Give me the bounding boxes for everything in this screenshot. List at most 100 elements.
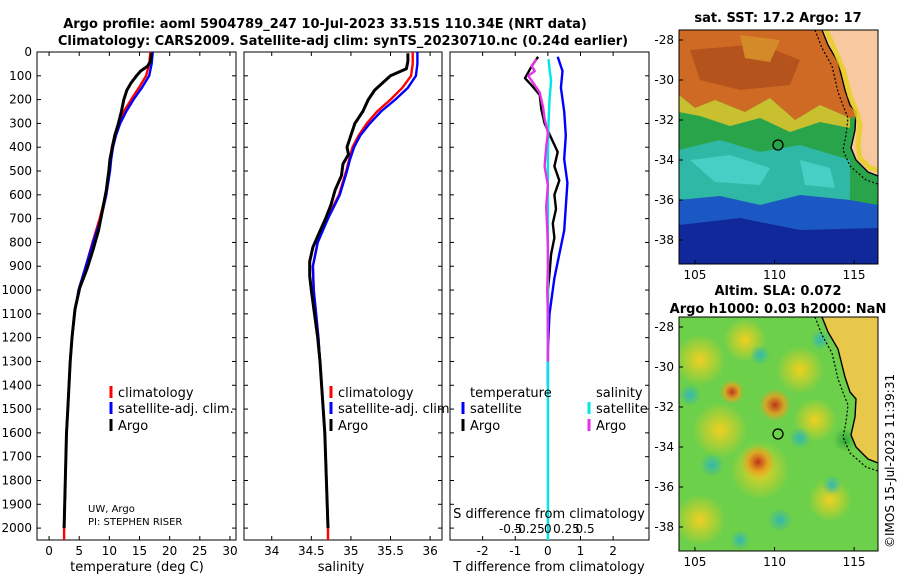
x-tick-label: 34 bbox=[264, 544, 279, 558]
map-x-tick-label: 115 bbox=[843, 555, 866, 569]
y-tick-label: 2000 bbox=[1, 521, 32, 535]
t-difference-xlabel: T difference from climatology bbox=[452, 560, 645, 575]
legend-label-satellite-adj: satellite-adj. clim. bbox=[118, 402, 234, 417]
y-tick-label: 0 bbox=[24, 45, 32, 59]
sst-map-frame bbox=[678, 29, 879, 265]
legend-label-argo: Argo bbox=[338, 419, 368, 434]
x-tick-label: 35.5 bbox=[377, 544, 404, 558]
sla-map-title-line1: Altim. SLA: 0.072 bbox=[715, 284, 842, 299]
difference-panel: -2 -1 0 1 2 temperature salinity satellite A… bbox=[449, 51, 650, 575]
y-tick-label: 300 bbox=[9, 116, 32, 130]
legend-label-climatology: climatology bbox=[338, 386, 414, 401]
sla-map-title-line2: Argo h1000: 0.03 h2000: NaN bbox=[670, 302, 887, 317]
x-tick-label: 10 bbox=[102, 544, 117, 558]
x-tick-label: 20 bbox=[162, 544, 177, 558]
figure-title-line2: Climatology: CARS2009. Satellite-adj cli… bbox=[58, 34, 628, 49]
y-tick-label: 1800 bbox=[1, 473, 32, 487]
y-tick-label: 1600 bbox=[1, 426, 32, 440]
x-tick-label: -2 bbox=[477, 544, 489, 558]
x-tick-label: 25 bbox=[192, 544, 207, 558]
legend-label-temp-satellite: satellite bbox=[470, 402, 522, 417]
y-tick-label: 1100 bbox=[1, 307, 32, 321]
y-tick-label: 1300 bbox=[1, 354, 32, 368]
sst-map-panel: sat. SST: 17.2 Argo: 17 105 110 115 -28 -30 -… bbox=[654, 11, 879, 282]
y-tick-label: 800 bbox=[9, 235, 32, 249]
y-tick-label: 1500 bbox=[1, 402, 32, 416]
legend-label-argo: Argo bbox=[118, 419, 148, 434]
map-y-tick-label: -32 bbox=[654, 400, 674, 414]
legend-title-salinity: salinity bbox=[596, 386, 643, 401]
map-y-tick-label: -38 bbox=[654, 233, 674, 247]
map-y-tick-label: -30 bbox=[654, 73, 674, 87]
y-tick-label: 100 bbox=[9, 69, 32, 83]
x-tick-label: 0 bbox=[544, 544, 552, 558]
series-line-argo bbox=[62, 52, 154, 529]
y-tick-label: 1900 bbox=[1, 497, 32, 511]
y-tick-label: 500 bbox=[9, 164, 32, 178]
map-x-tick-label: 110 bbox=[763, 268, 786, 282]
temperature-legend: climatology satellite-adj. clim. Argo bbox=[109, 386, 234, 434]
series-line-argo bbox=[308, 53, 410, 529]
y-tick-label: 1200 bbox=[1, 331, 32, 345]
map-x-tick-label: 105 bbox=[683, 268, 706, 282]
series-line-salinity-argo bbox=[527, 58, 550, 362]
x-tick-label: 36 bbox=[422, 544, 437, 558]
x-tick-label: 34.5 bbox=[298, 544, 325, 558]
sla-map-field bbox=[679, 317, 878, 551]
map-y-tick-label: -28 bbox=[654, 320, 674, 334]
s-tick-label: 0.25 bbox=[553, 522, 580, 536]
sla-map-panel: Altim. SLA: 0.072 Argo h1000: 0.03 h2000… bbox=[654, 284, 886, 569]
salinity-legend: climatology satellite-adj. clim. Argo bbox=[329, 386, 454, 434]
salinity-xlabel: salinity bbox=[318, 560, 365, 575]
y-tick-label: 600 bbox=[9, 188, 32, 202]
legend-label-climatology: climatology bbox=[118, 386, 194, 401]
x-tick-label: 15 bbox=[132, 544, 147, 558]
s-tick-label: -0.25 bbox=[514, 522, 545, 536]
credit-institution: UW, Argo bbox=[88, 504, 135, 515]
sst-map-field bbox=[679, 30, 878, 264]
legend-label-sal-satellite: satellite bbox=[596, 402, 648, 417]
credit-pi: PI: STEPHEN RISER bbox=[88, 517, 182, 528]
salinity-panel: 34 34.5 35 35.5 36 climatology satellite-adj… bbox=[243, 51, 454, 575]
imos-stamp: ©IMOS 15-Jul-2023 11:39:31 bbox=[883, 374, 897, 548]
legend-title-temperature: temperature bbox=[470, 386, 552, 401]
argo-position-marker bbox=[772, 428, 784, 440]
map-y-tick-label: -38 bbox=[654, 520, 674, 534]
x-tick-label: 2 bbox=[609, 544, 617, 558]
map-x-tick-label: 115 bbox=[843, 268, 866, 282]
x-tick-label: 35 bbox=[343, 544, 358, 558]
s-tick-label: -0.5 bbox=[499, 522, 522, 536]
figure-title-line1: Argo profile: aoml 5904789_247 10-Jul-20… bbox=[63, 17, 587, 32]
sla-map-frame bbox=[678, 316, 879, 552]
map-y-tick-label: -28 bbox=[654, 33, 674, 47]
y-tick-label: 900 bbox=[9, 259, 32, 273]
y-tick-label: 200 bbox=[9, 93, 32, 107]
legend-label-sal-argo: Argo bbox=[596, 419, 626, 434]
x-tick-label: 5 bbox=[75, 544, 83, 558]
difference-legend: temperature salinity satellite Argo sate… bbox=[461, 386, 648, 434]
map-x-tick-label: 105 bbox=[683, 555, 706, 569]
series-line-temperature-satellite bbox=[546, 56, 569, 386]
y-tick-label: 1700 bbox=[1, 450, 32, 464]
x-tick-label: 0 bbox=[45, 544, 53, 558]
map-y-tick-label: -30 bbox=[654, 360, 674, 374]
s-tick-label: 0.5 bbox=[576, 522, 595, 536]
x-tick-label: 30 bbox=[222, 544, 237, 558]
map-y-tick-label: -36 bbox=[654, 480, 674, 494]
legend-label-satellite-adj: satellite-adj. clim. bbox=[338, 402, 454, 417]
argo-position-marker bbox=[772, 139, 784, 151]
sst-map-title: sat. SST: 17.2 Argo: 17 bbox=[694, 11, 861, 26]
map-y-tick-label: -36 bbox=[654, 193, 674, 207]
y-tick-label: 400 bbox=[9, 140, 32, 154]
map-y-tick-label: -34 bbox=[654, 153, 674, 167]
temperature-panel: 0100200300400500600700800900100011001200… bbox=[1, 45, 237, 575]
x-tick-label: 1 bbox=[577, 544, 585, 558]
y-tick-label: 1000 bbox=[1, 283, 32, 297]
temperature-xlabel: temperature (deg C) bbox=[70, 560, 204, 575]
map-y-tick-label: -32 bbox=[654, 113, 674, 127]
temperature-axes-box bbox=[36, 51, 237, 541]
s-tick-label: 0 bbox=[544, 522, 552, 536]
series-line-temperature-argo bbox=[523, 56, 561, 338]
map-y-tick-label: -34 bbox=[654, 440, 674, 454]
